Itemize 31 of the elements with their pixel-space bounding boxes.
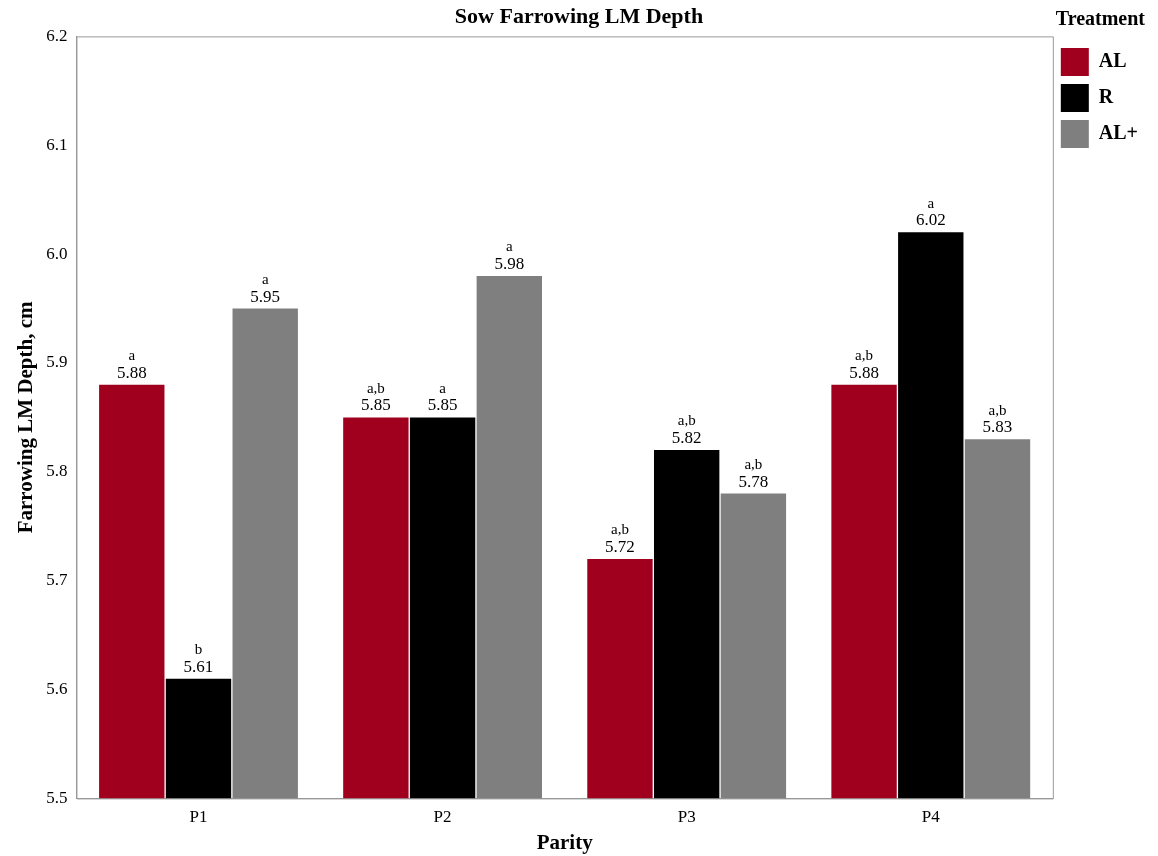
legend-label: AL+ — [1098, 121, 1139, 144]
data-label: a,b 5.72 — [605, 521, 635, 556]
y-tick-label: 5.6 — [46, 679, 68, 699]
y-tick-label: 5.7 — [46, 570, 68, 590]
data-label: b 5.61 — [183, 641, 214, 676]
x-tick-label: P2 — [433, 807, 452, 827]
x-tick-label: P4 — [921, 807, 941, 827]
data-label: a 5.98 — [494, 238, 525, 273]
data-label: a,b 5.88 — [849, 347, 879, 382]
data-label: a 6.02 — [915, 194, 946, 230]
legend-label: AL — [1098, 49, 1127, 72]
legend-title: Treatment — [1055, 7, 1146, 30]
y-tick-label: 5.9 — [46, 352, 68, 372]
data-label: a 5.88 — [116, 347, 147, 382]
y-axis-title: Farrowing LM Depth, cm — [13, 301, 38, 534]
y-tick-label: 5.5 — [46, 787, 68, 807]
chart-title: Sow Farrowing LM Depth — [454, 2, 704, 28]
data-label: a,b 5.78 — [738, 456, 769, 491]
x-tick-label: P1 — [189, 807, 208, 827]
data-label: a,b 5.83 — [982, 401, 1013, 437]
data-label: a 5.85 — [427, 379, 458, 415]
x-axis-title: Parity — [536, 829, 594, 854]
y-tick-label: 6.1 — [46, 134, 68, 154]
y-tick-label: 6.0 — [46, 243, 68, 263]
y-tick-label: 6.2 — [46, 25, 68, 45]
data-label: a 5.95 — [250, 270, 281, 306]
x-tick-label: P3 — [677, 807, 696, 827]
legend-label: R — [1098, 85, 1114, 108]
data-label: a,b 5.82 — [671, 412, 702, 448]
data-label: a,b 5.85 — [361, 379, 391, 415]
y-tick-label: 5.8 — [46, 461, 68, 481]
